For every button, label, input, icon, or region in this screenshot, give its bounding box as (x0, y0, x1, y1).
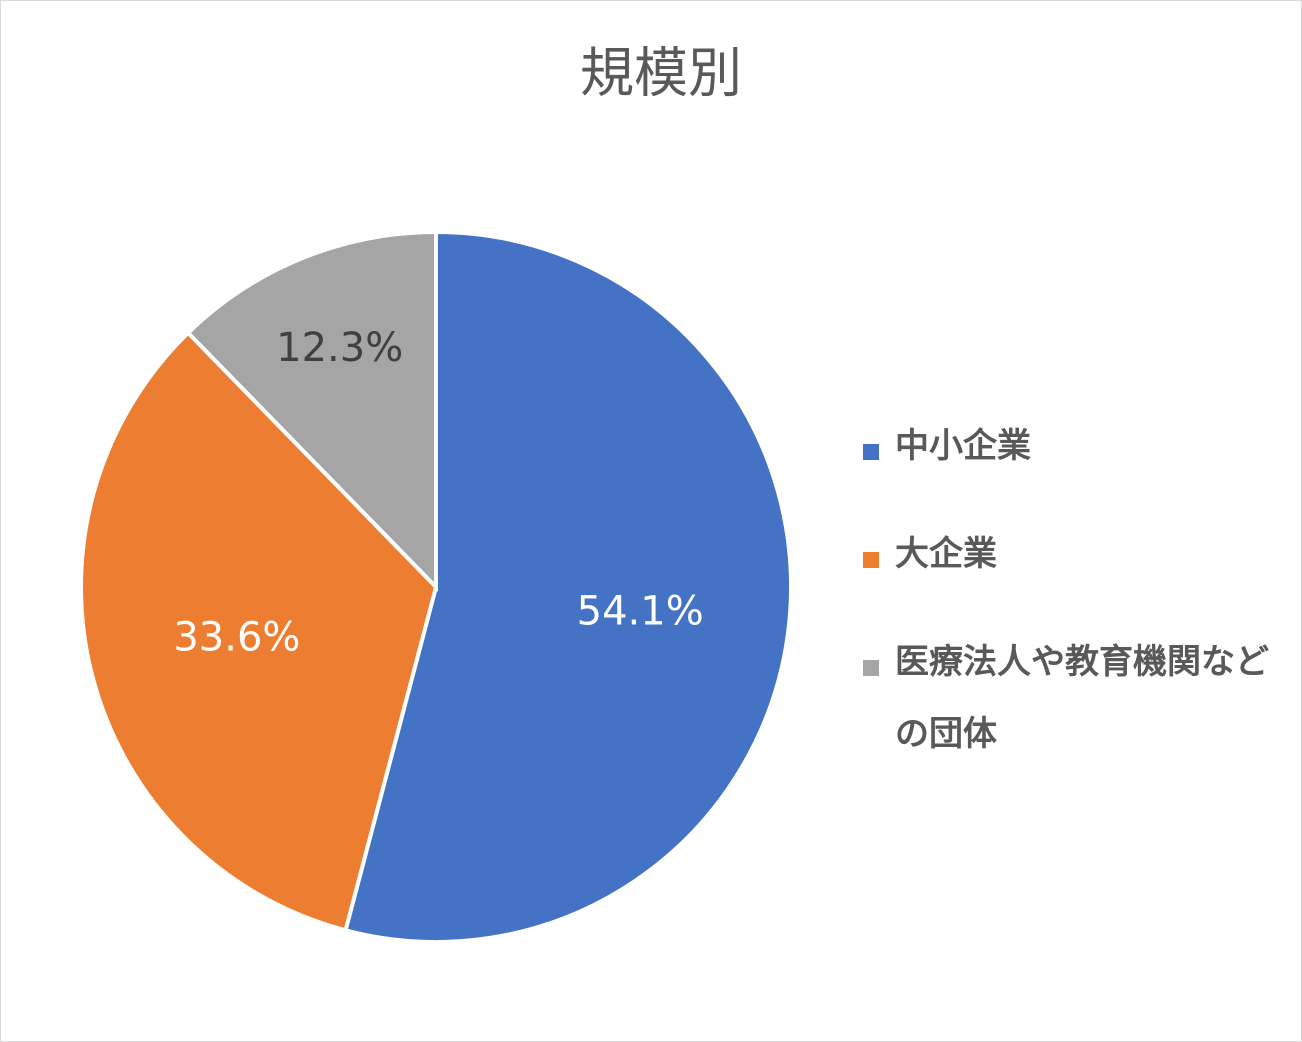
chart-title: 規模別 (580, 42, 742, 105)
legend-label: 中小企業 (895, 426, 1031, 466)
legend: 中小企業大企業医療法人や教育機関などの団体 (861, 426, 1281, 822)
legend-swatch (863, 444, 879, 460)
legend-swatch (863, 552, 879, 568)
legend-label: 医療法人や教育機関などの団体 (895, 642, 1269, 754)
pie-slice (79, 330, 439, 933)
legend-item: 中小企業 (861, 426, 1281, 482)
pie-slice (343, 229, 793, 944)
data-label: 12.3% (276, 325, 403, 371)
legend-label: 大企業 (895, 534, 997, 574)
legend-item: 医療法人や教育機関などの団体 (861, 642, 1281, 770)
data-label: 54.1% (577, 588, 704, 634)
pie-slice (185, 229, 438, 592)
data-label: 33.6% (173, 614, 300, 660)
legend-item: 大企業 (861, 534, 1281, 590)
legend-swatch (863, 660, 879, 676)
